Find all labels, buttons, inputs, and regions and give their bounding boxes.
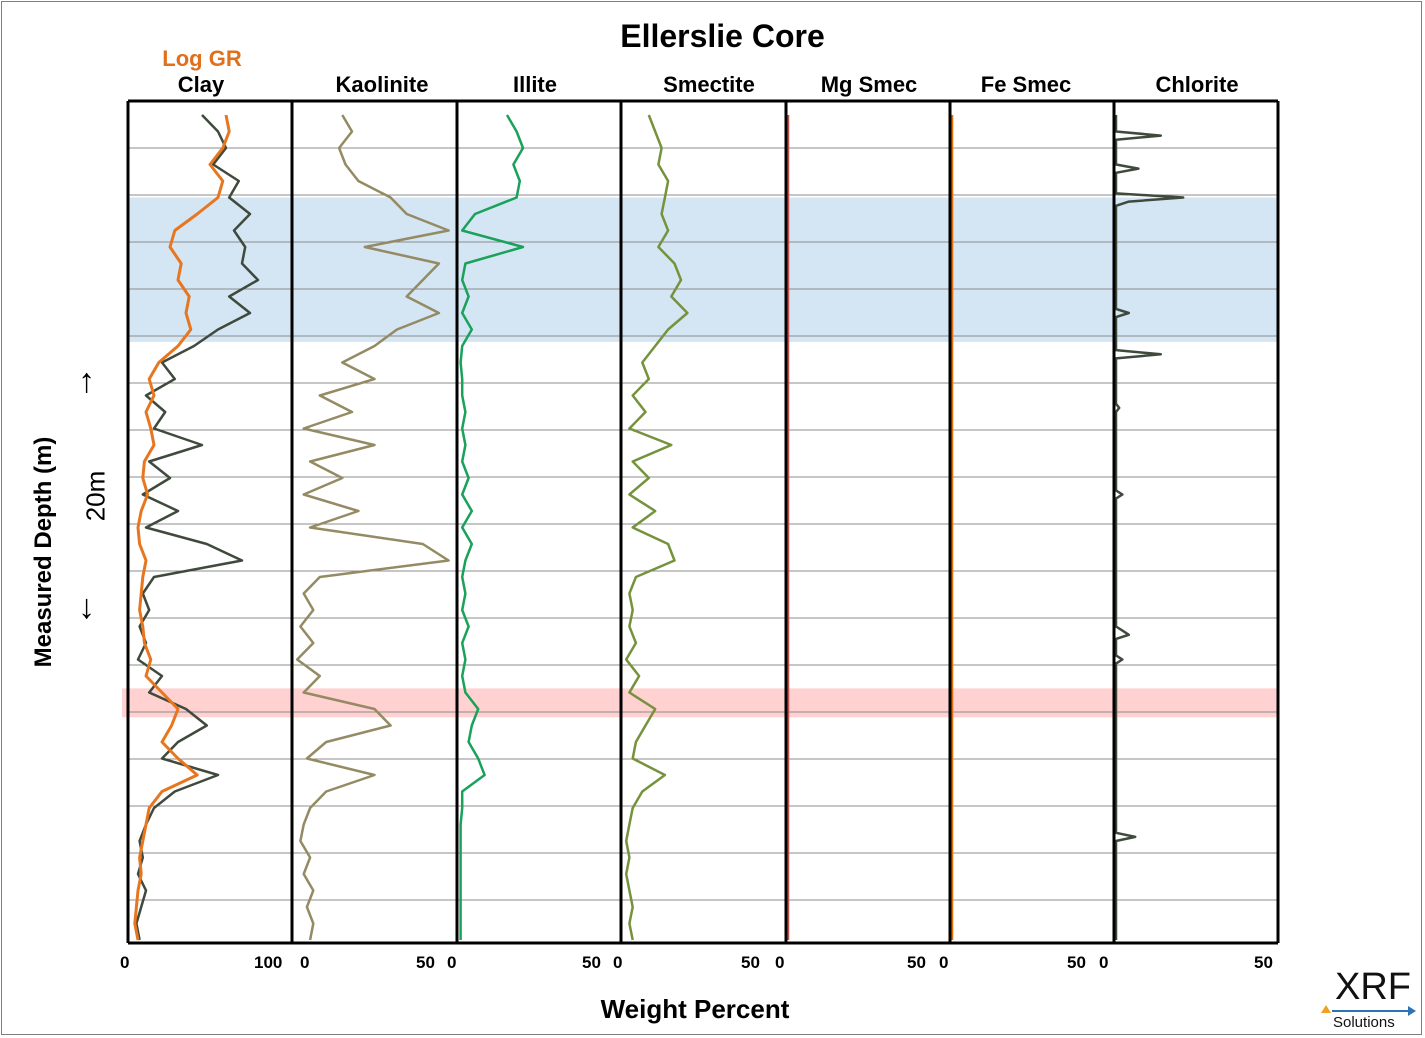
- track-title-mg-smec: Mg Smec: [820, 72, 918, 97]
- tick-label-chlorite-min: 0: [1099, 953, 1109, 972]
- tick-label-clay-min: 0: [120, 953, 130, 972]
- logo-text: XRF: [1335, 966, 1411, 1008]
- tick-label-fe-smec-min: 0: [939, 953, 949, 972]
- tick-label-clay-max: 100: [254, 953, 283, 972]
- tick-label-smectite-max: 50: [741, 953, 760, 972]
- chart-title: Ellerslie Core: [620, 18, 825, 54]
- series-line-illite: [459, 114, 525, 940]
- tick-label-kaolinite-max: 50: [416, 953, 435, 972]
- logo-arrow-icon: [1408, 1006, 1416, 1016]
- highlight-band: [128, 197, 1278, 342]
- series-line-smectite: [624, 114, 689, 941]
- track-title-smectite: Smectite: [663, 72, 755, 97]
- track-title-illite: Illite: [512, 72, 557, 97]
- tick-label-mg-smec-min: 0: [775, 953, 785, 972]
- logo-subtext: Solutions: [1333, 1014, 1395, 1031]
- tick-label-illite-max: 50: [582, 953, 601, 972]
- arrow-up-icon: ↑: [78, 362, 95, 400]
- series-line-clay: [135, 114, 260, 941]
- track-title-kaolinite: Kaolinite: [335, 72, 429, 97]
- depth-scale-label: 20m: [80, 470, 111, 522]
- log-gr-label: Log GR: [162, 46, 242, 71]
- track-title-fe-smec: Fe Smec: [980, 72, 1072, 97]
- xrf-solutions-logo: XRF Solutions: [1321, 966, 1416, 1032]
- tick-label-kaolinite-min: 0: [300, 953, 310, 972]
- arrow-down-icon: ↓: [78, 588, 95, 626]
- y-axis-label: Measured Depth (m): [30, 436, 57, 668]
- highlight-band: [122, 688, 1278, 718]
- track-title-clay: Clay: [177, 72, 225, 97]
- tick-label-mg-smec-max: 50: [907, 953, 926, 972]
- series-line-log-gr: [133, 114, 231, 941]
- tick-label-illite-min: 0: [447, 953, 457, 972]
- tick-label-smectite-min: 0: [613, 953, 623, 972]
- x-axis-label: Weight Percent: [600, 994, 790, 1024]
- track-title-chlorite: Chlorite: [1155, 72, 1239, 97]
- tick-label-chlorite-max: 50: [1254, 953, 1273, 972]
- series-line-chlorite: [1114, 115, 1185, 940]
- tick-label-fe-smec-max: 50: [1067, 953, 1086, 972]
- logo-arrow-line: [1332, 1010, 1410, 1012]
- series-line-kaolinite: [295, 114, 450, 941]
- logo-triangle-icon: [1321, 1005, 1331, 1013]
